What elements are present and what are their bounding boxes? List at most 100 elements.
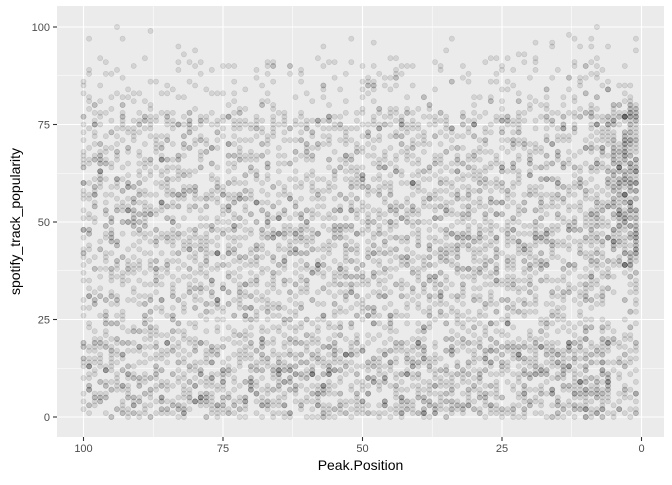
data-point-4864 — [142, 391, 147, 396]
data-point-627 — [594, 407, 599, 412]
data-point-2127 — [444, 313, 449, 318]
data-point-2164 — [438, 157, 443, 162]
data-point-1768 — [477, 251, 482, 256]
data-point-3970 — [243, 196, 248, 201]
data-point-1725 — [483, 184, 488, 189]
data-point-4333 — [204, 286, 209, 291]
data-point-1375 — [522, 372, 527, 377]
data-point-26 — [633, 122, 638, 127]
data-point-4584 — [176, 407, 181, 412]
data-point-157 — [628, 165, 633, 170]
data-point-1414 — [516, 114, 521, 119]
data-point-1641 — [494, 184, 499, 189]
data-point-3367 — [310, 231, 315, 236]
data-point-4486 — [187, 364, 192, 369]
data-point-90 — [633, 208, 638, 213]
data-point-1362 — [522, 407, 527, 412]
data-point-3330 — [315, 196, 320, 201]
data-point-2075 — [449, 336, 454, 341]
data-point-2386 — [416, 134, 421, 139]
data-point-3368 — [310, 157, 315, 162]
data-point-3045 — [343, 141, 348, 146]
data-point-3421 — [304, 219, 309, 224]
data-point-3483 — [299, 196, 304, 201]
data-point-2112 — [444, 188, 449, 193]
data-point-3974 — [243, 379, 248, 384]
data-point-2684 — [382, 157, 387, 162]
data-point-550 — [600, 414, 605, 419]
data-point-921 — [566, 227, 571, 232]
data-point-3060 — [343, 258, 348, 263]
data-point-3412 — [304, 395, 309, 400]
data-point-4518 — [181, 414, 186, 419]
data-point-69 — [633, 340, 638, 345]
data-point-2330 — [421, 329, 426, 334]
data-point-2900 — [360, 282, 365, 287]
data-point-2885 — [360, 219, 365, 224]
data-point-3828 — [260, 153, 265, 158]
data-point-3676 — [276, 243, 281, 248]
data-point-865 — [572, 130, 577, 135]
data-point-3897 — [248, 188, 253, 193]
data-point-4046 — [232, 91, 237, 96]
data-point-4205 — [215, 266, 220, 271]
data-point-58 — [633, 149, 638, 154]
data-point-1886 — [466, 372, 471, 377]
data-point-1177 — [539, 336, 544, 341]
data-point-2495 — [405, 372, 410, 377]
data-point-882 — [572, 165, 577, 170]
data-point-1210 — [539, 177, 544, 182]
data-point-2810 — [371, 251, 376, 256]
data-point-2883 — [360, 145, 365, 150]
data-point-2022 — [455, 196, 460, 201]
data-point-3983 — [243, 87, 248, 92]
data-point-4681 — [165, 188, 170, 193]
data-point-4135 — [226, 325, 231, 330]
data-point-3202 — [326, 114, 331, 119]
data-point-4921 — [137, 294, 142, 299]
data-point-4027 — [237, 395, 242, 400]
data-point-2761 — [371, 153, 376, 158]
data-point-3832 — [260, 200, 265, 205]
data-point-3746 — [265, 91, 270, 96]
data-point-3610 — [282, 266, 287, 271]
data-point-3232 — [321, 177, 326, 182]
data-point-2070 — [449, 352, 454, 357]
data-point-3302 — [315, 317, 320, 322]
data-point-3479 — [299, 231, 304, 236]
data-point-3560 — [287, 251, 292, 256]
data-point-4347 — [198, 196, 203, 201]
data-point-625 — [594, 344, 599, 349]
data-point-954 — [561, 102, 566, 107]
data-point-3011 — [349, 290, 354, 295]
data-point-3682 — [276, 372, 281, 377]
data-point-3314 — [315, 375, 320, 380]
data-point-1828 — [472, 348, 477, 353]
data-point-4448 — [187, 255, 192, 260]
data-point-279 — [622, 192, 627, 197]
data-point-1039 — [555, 255, 560, 260]
data-point-3019 — [349, 208, 354, 213]
data-point-2799 — [371, 379, 376, 384]
data-point-3208 — [326, 138, 331, 143]
data-point-1421 — [516, 309, 521, 314]
data-point-4189 — [220, 227, 225, 232]
data-point-2528 — [399, 180, 404, 185]
data-point-2011 — [455, 383, 460, 388]
data-point-1673 — [488, 227, 493, 232]
data-point-3345 — [310, 297, 315, 302]
data-point-658 — [589, 305, 594, 310]
data-point-1373 — [522, 391, 527, 396]
data-point-40 — [633, 368, 638, 373]
data-point-3130 — [332, 414, 337, 419]
data-point-2271 — [427, 356, 432, 361]
data-point-2269 — [427, 368, 432, 373]
data-point-4529 — [181, 403, 186, 408]
data-point-4777 — [153, 258, 158, 263]
data-point-3672 — [276, 270, 281, 275]
data-point-3933 — [248, 247, 253, 252]
data-point-4192 — [215, 138, 220, 143]
data-point-4924 — [137, 149, 142, 154]
data-point-3229 — [321, 134, 326, 139]
data-point-729 — [583, 188, 588, 193]
